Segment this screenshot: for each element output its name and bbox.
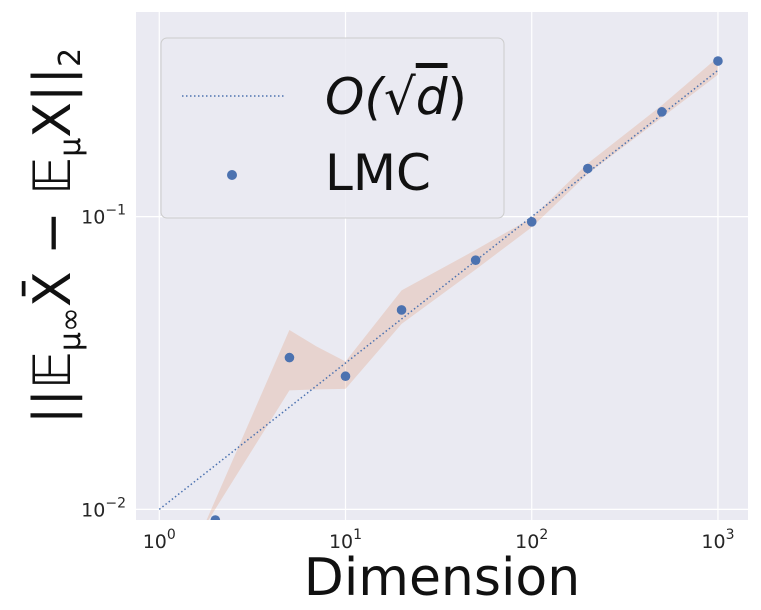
x-tick-label-0: 100 xyxy=(143,527,176,553)
lmc-point-1 xyxy=(284,352,295,363)
lmc-point-5 xyxy=(526,217,537,227)
legend: O(√d) LMC xyxy=(160,37,505,219)
lmc-point-7 xyxy=(657,107,667,117)
series-line-sqrt-d xyxy=(158,69,719,510)
lmc-point-2 xyxy=(340,371,351,382)
legend-marker-lmc xyxy=(227,170,237,180)
legend-box xyxy=(160,37,505,219)
legend-label-sqrt: O(√d) xyxy=(325,68,467,126)
lmc-point-4 xyxy=(470,255,481,265)
x-tick-label-1: 101 xyxy=(329,527,362,553)
lmc-point-3 xyxy=(396,305,407,315)
lmc-point-0 xyxy=(210,515,221,520)
y-tick-label-0: 10−2 xyxy=(81,495,126,521)
y-tick-label-1: 10−1 xyxy=(81,203,126,229)
lmc-point-6 xyxy=(582,163,593,174)
lmc-point-8 xyxy=(713,56,723,66)
x-tick-label-2: 102 xyxy=(515,527,548,553)
y-axis-title: ||𝔼μ∞X̄ − 𝔼μX||2 xyxy=(22,48,88,424)
x-tick-label-3: 103 xyxy=(701,527,734,553)
x-axis-title: Dimension xyxy=(304,548,580,608)
x-tick-labels: 100 101 102 103 xyxy=(143,527,735,553)
confidence-band xyxy=(206,57,718,520)
legend-label-lmc: LMC xyxy=(325,144,431,202)
y-tick-labels: 10−2 10−1 xyxy=(81,203,126,522)
plot-content xyxy=(158,56,723,520)
